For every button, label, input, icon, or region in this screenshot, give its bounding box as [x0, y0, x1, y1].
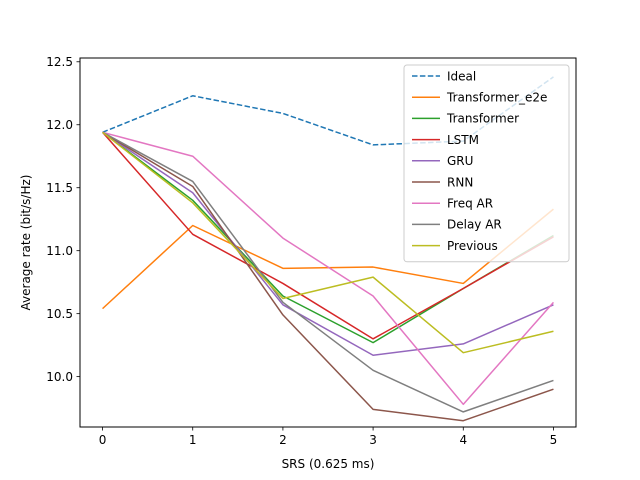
- x-tick-label: 1: [189, 433, 197, 447]
- legend-label: Transformer_e2e: [446, 91, 547, 105]
- series-line-7: [102, 131, 554, 413]
- series-line-5: [102, 131, 554, 422]
- y-tick-label: 10.5: [46, 307, 73, 321]
- legend-label: RNN: [447, 175, 473, 189]
- y-tick-label: 12.5: [46, 55, 73, 69]
- y-tick-label: 10.0: [46, 370, 73, 384]
- x-tick-label: 0: [99, 433, 107, 447]
- y-axis-label: Average rate (bit/s/Hz): [19, 175, 33, 311]
- y-tick-label: 11.0: [46, 244, 73, 258]
- series-lines: [101, 76, 555, 422]
- legend-label: Previous: [447, 239, 498, 253]
- y-axis: 10.0 10.5 11.0 11.5 12.0 12.5: [46, 55, 80, 384]
- y-tick-label: 11.5: [46, 181, 73, 195]
- x-axis: 0 1 2 3 4 5: [99, 427, 558, 447]
- series-line-4: [102, 131, 554, 356]
- legend-label: Transformer: [446, 112, 519, 126]
- x-tick-label: 2: [279, 433, 287, 447]
- legend-label: Ideal: [447, 69, 476, 83]
- series-line-0: [102, 76, 554, 146]
- x-axis-label: SRS (0.625 ms): [282, 457, 375, 471]
- legend-label: Freq AR: [447, 197, 493, 211]
- x-tick-label: 3: [369, 433, 377, 447]
- x-tick-label: 5: [550, 433, 558, 447]
- legend-label: LSTM: [447, 133, 479, 147]
- legend-frame: [403, 64, 570, 263]
- legend-label: Delay AR: [447, 218, 502, 232]
- legend-label: GRU: [447, 154, 473, 168]
- plot-frame: [79, 57, 577, 428]
- x-tick-label: 4: [459, 433, 467, 447]
- series-line-6: [102, 131, 555, 406]
- legend: Ideal Transformer_e2e Transformer LSTM GRU RN…: [403, 64, 570, 263]
- series-line-8: [102, 131, 554, 354]
- y-tick-label: 12.0: [46, 118, 73, 132]
- series-line-3: [101, 131, 554, 340]
